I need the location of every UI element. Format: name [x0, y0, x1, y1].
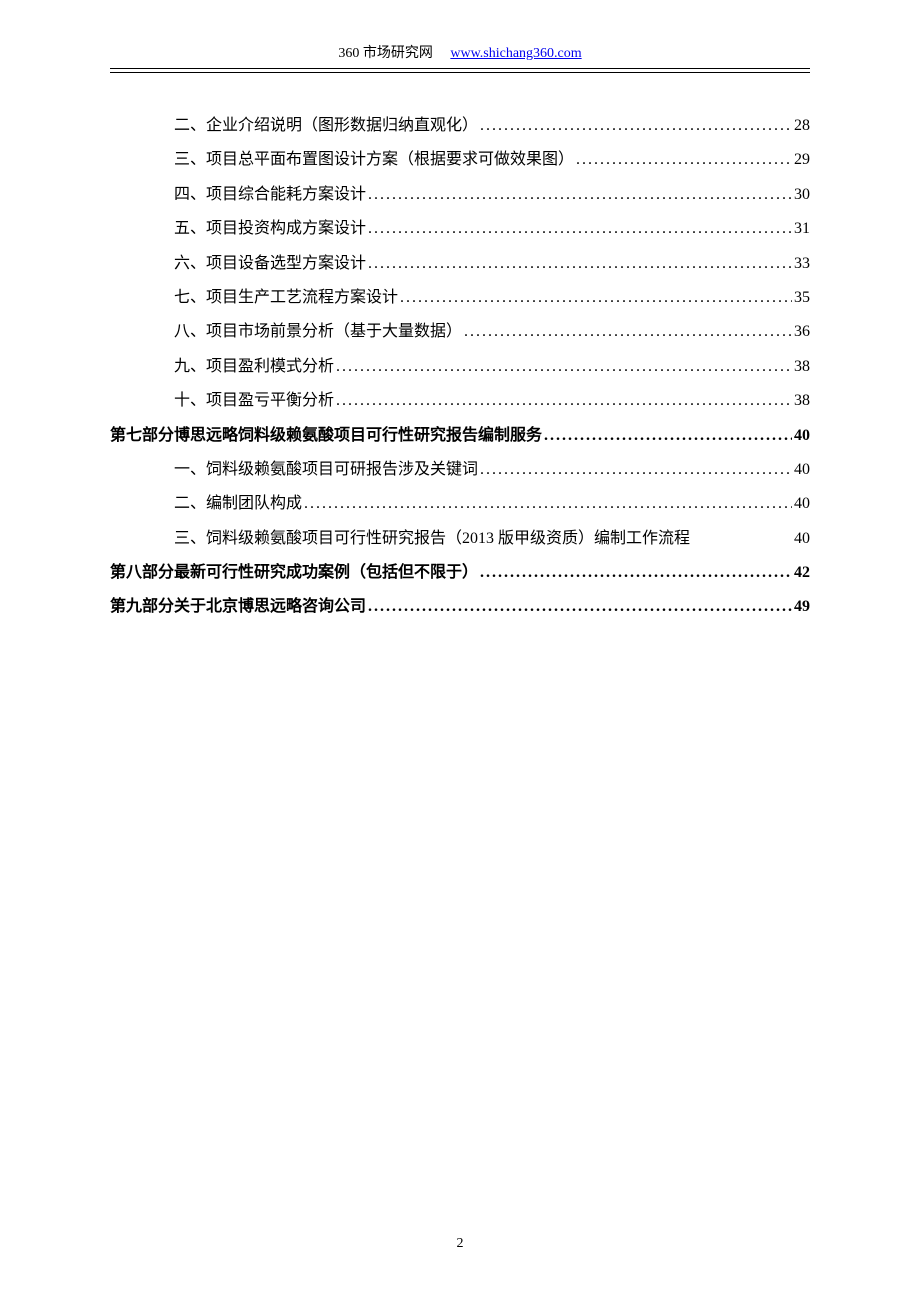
toc-leader-dots — [576, 143, 792, 177]
toc-leader-dots — [480, 453, 792, 487]
toc-label: 第八部分最新可行性研究成功案例（包括但不限于） — [110, 556, 478, 590]
toc-leader-dots — [464, 315, 792, 349]
toc-entry: 四、项目综合能耗方案设计 30 — [174, 178, 810, 212]
toc-leader-dots — [304, 487, 792, 521]
toc-entry: 一、饲料级赖氨酸项目可研报告涉及关键词 40 — [174, 453, 810, 487]
toc-entry: 九、项目盈利模式分析 38 — [174, 350, 810, 384]
toc-page-number: 29 — [794, 143, 810, 177]
toc-leader-dots — [368, 178, 792, 212]
toc-page-number: 49 — [794, 590, 810, 624]
toc-leader-dots — [336, 384, 792, 418]
toc-label: 四、项目综合能耗方案设计 — [174, 178, 366, 212]
toc-page-number: 30 — [794, 178, 810, 212]
toc-leader-dots — [368, 247, 792, 281]
toc-label: 五、项目投资构成方案设计 — [174, 212, 366, 246]
toc-leader-dots — [368, 212, 792, 246]
toc-entry: 二、企业介绍说明（图形数据归纳直观化） 28 — [174, 109, 810, 143]
document-page: 360 市场研究网 www.shichang360.com 二、企业介绍说明（图… — [0, 0, 920, 1302]
toc-page-number: 33 — [794, 247, 810, 281]
toc-label: 第九部分关于北京博思远略咨询公司 — [110, 590, 366, 624]
toc-entry: 八、项目市场前景分析（基于大量数据） 36 — [174, 315, 810, 349]
toc-leader-dots — [368, 590, 792, 624]
header-site-name: 360 市场研究网 — [338, 46, 433, 61]
toc-label: 二、编制团队构成 — [174, 487, 302, 521]
toc-entry: 七、项目生产工艺流程方案设计 35 — [174, 281, 810, 315]
toc-entry-section: 第八部分最新可行性研究成功案例（包括但不限于） 42 — [110, 556, 810, 590]
toc-label: 八、项目市场前景分析（基于大量数据） — [174, 315, 462, 349]
toc-page-number: 35 — [794, 281, 810, 315]
page-header: 360 市场研究网 www.shichang360.com — [110, 42, 810, 69]
toc-label: 六、项目设备选型方案设计 — [174, 247, 366, 281]
toc-entry: 十、项目盈亏平衡分析 38 — [174, 384, 810, 418]
toc-leader-dots — [480, 109, 792, 143]
toc-label: 九、项目盈利模式分析 — [174, 350, 334, 384]
toc-entry: 六、项目设备选型方案设计 33 — [174, 247, 810, 281]
header-site-link[interactable]: www.shichang360.com — [450, 46, 581, 61]
toc-leader-dots — [480, 556, 792, 590]
toc-label: 一、饲料级赖氨酸项目可研报告涉及关键词 — [174, 453, 478, 487]
toc-entry-section: 第九部分关于北京博思远略咨询公司 49 — [110, 590, 810, 624]
toc-entry: 五、项目投资构成方案设计 31 — [174, 212, 810, 246]
toc-page-number: 40 — [794, 522, 810, 556]
table-of-contents: 二、企业介绍说明（图形数据归纳直观化） 28 三、项目总平面布置图设计方案（根据… — [110, 109, 810, 625]
toc-label: 三、项目总平面布置图设计方案（根据要求可做效果图） — [174, 143, 574, 177]
footer-page-number: 2 — [0, 1236, 920, 1252]
toc-page-number: 40 — [794, 453, 810, 487]
toc-label: 十、项目盈亏平衡分析 — [174, 384, 334, 418]
toc-page-number: 28 — [794, 109, 810, 143]
toc-page-number: 40 — [794, 419, 810, 453]
toc-page-number: 40 — [794, 487, 810, 521]
toc-page-number: 42 — [794, 556, 810, 590]
toc-page-number: 31 — [794, 212, 810, 246]
toc-page-number: 38 — [794, 384, 810, 418]
toc-label: 七、项目生产工艺流程方案设计 — [174, 281, 398, 315]
toc-leader-dots — [400, 281, 792, 315]
toc-label: 三、饲料级赖氨酸项目可行性研究报告（2013 版甲级资质）编制工作流程 — [174, 522, 690, 556]
toc-leader-dots — [544, 419, 792, 453]
toc-page-number: 36 — [794, 315, 810, 349]
toc-leader-dots — [336, 350, 792, 384]
toc-entry: 二、编制团队构成 40 — [174, 487, 810, 521]
toc-entry: 三、饲料级赖氨酸项目可行性研究报告（2013 版甲级资质）编制工作流程 40 — [174, 522, 810, 556]
toc-label: 第七部分博思远略饲料级赖氨酸项目可行性研究报告编制服务 — [110, 419, 542, 453]
toc-page-number: 38 — [794, 350, 810, 384]
toc-label: 二、企业介绍说明（图形数据归纳直观化） — [174, 109, 478, 143]
header-double-rule — [110, 72, 810, 73]
toc-entry-section: 第七部分博思远略饲料级赖氨酸项目可行性研究报告编制服务 40 — [110, 419, 810, 453]
toc-entry: 三、项目总平面布置图设计方案（根据要求可做效果图） 29 — [174, 143, 810, 177]
